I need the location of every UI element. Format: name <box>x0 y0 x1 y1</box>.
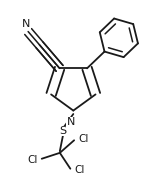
Text: Cl: Cl <box>27 155 37 165</box>
Text: S: S <box>60 126 67 136</box>
Text: N: N <box>22 19 31 29</box>
Text: Cl: Cl <box>78 134 89 144</box>
Text: Cl: Cl <box>75 165 85 175</box>
Text: N: N <box>67 117 75 127</box>
